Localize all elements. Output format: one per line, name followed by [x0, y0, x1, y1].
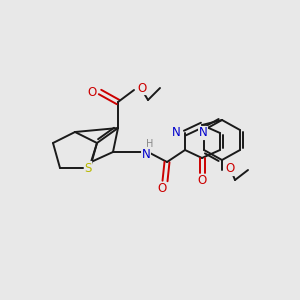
Text: N: N	[172, 127, 180, 140]
Text: O: O	[197, 175, 207, 188]
Text: O: O	[158, 182, 166, 196]
Text: O: O	[137, 82, 147, 94]
Text: O: O	[225, 163, 235, 176]
Text: H: H	[146, 139, 154, 149]
Text: O: O	[87, 85, 97, 98]
Text: S: S	[84, 161, 92, 175]
Text: N: N	[142, 148, 150, 160]
Text: N: N	[199, 127, 207, 140]
